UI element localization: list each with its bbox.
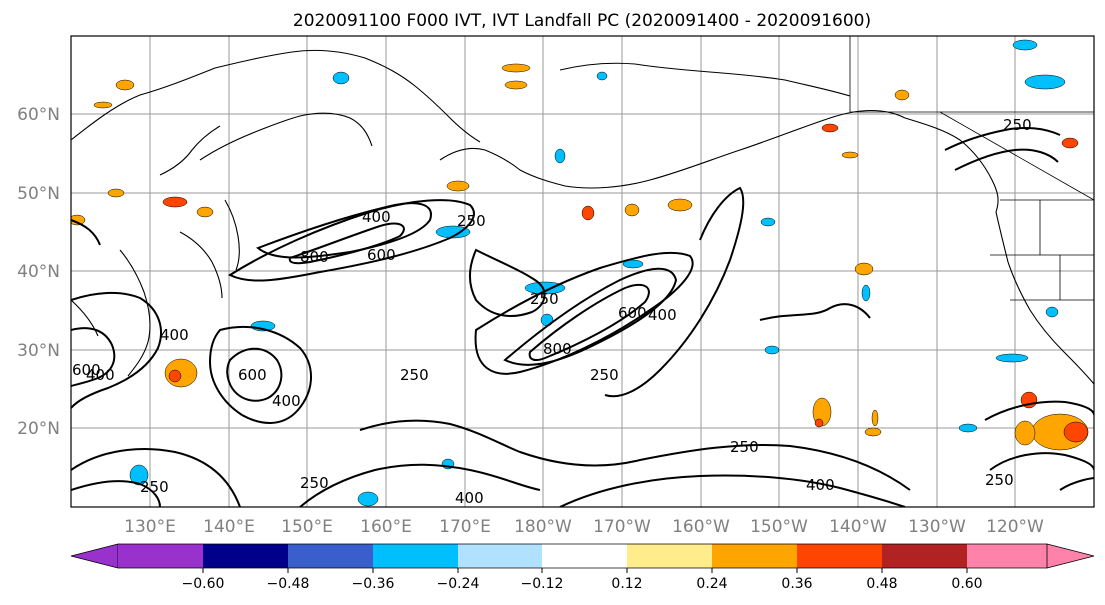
colorbar-ticks: [202, 568, 968, 573]
colorbar-segment: [288, 544, 373, 568]
lon-label: 140°W: [829, 517, 887, 537]
colorbar-tick-labels: −0.60 −0.48 −0.36 −0.24 −0.12 0.12 0.24 …: [182, 576, 983, 592]
lat-label: 50°N: [17, 184, 60, 204]
colorbar-segment: [967, 544, 1047, 568]
contour-label: 600: [618, 304, 647, 322]
colorbar-segment: [797, 544, 882, 568]
colorbar-segment: [882, 544, 967, 568]
colorbar-extend-left: [70, 543, 119, 569]
lat-label: 40°N: [17, 262, 60, 282]
colorbar-tick-label: −0.12: [521, 576, 564, 592]
contour-label: 250: [140, 478, 169, 496]
contour-label: 250: [400, 366, 429, 384]
map-panel: 800 600 400 250 800 600 400 250 250 600 …: [71, 36, 1094, 507]
contour-label: 400: [86, 366, 115, 384]
lon-label: 160°W: [672, 517, 730, 537]
contour-label: 400: [648, 306, 677, 324]
colorbar-tick-label: 0.48: [866, 576, 897, 592]
contour-label: 600: [238, 366, 267, 384]
lon-label: 120°W: [986, 517, 1044, 537]
contour-label: 400: [272, 392, 301, 410]
contour-label: 250: [300, 474, 329, 492]
colorbar-segment: [458, 544, 542, 568]
contour-label: 600: [72, 361, 101, 379]
latitude-labels: 60°N 50°N 40°N 30°N 20°N: [17, 105, 60, 439]
colorbar-segment: [627, 544, 712, 568]
lat-label: 20°N: [17, 419, 60, 439]
colorbar: −0.60 −0.48 −0.36 −0.24 −0.12 0.12 0.24 …: [70, 543, 1095, 592]
contour-label: 250: [1003, 116, 1032, 134]
boundaries: [849, 36, 1094, 301]
contour-label: 250: [457, 212, 486, 230]
contour-label: 400: [160, 326, 189, 344]
lon-label: 130°W: [908, 517, 966, 537]
colorbar-segment: [373, 544, 458, 568]
figure-title: 2020091100 F000 IVT, IVT Landfall PC (20…: [293, 11, 871, 31]
lon-label: 160°E: [360, 517, 412, 537]
contour-label: 800: [300, 248, 329, 266]
contour-label: 250: [985, 471, 1014, 489]
colorbar-tick-label: −0.24: [437, 576, 480, 592]
map-frame: [70, 35, 1095, 508]
coastlines: [71, 49, 1094, 385]
lon-label: 130°E: [124, 517, 176, 537]
colorbar-extend-right: [1046, 543, 1095, 569]
lat-label: 60°N: [17, 105, 60, 125]
colorbar-tick-label: 0.60: [951, 576, 982, 592]
colorbar-tick-label: 0.36: [781, 576, 812, 592]
colorbar-segment: [118, 544, 203, 568]
contour-label: 800: [543, 340, 572, 358]
contour-label: 400: [806, 476, 835, 494]
colorbar-tick-label: −0.60: [182, 576, 225, 592]
lon-label: 170°E: [439, 517, 491, 537]
colorbar-segment: [203, 544, 288, 568]
lat-label: 30°N: [17, 341, 60, 361]
colorbar-segment: [542, 544, 627, 568]
longitude-labels: 130°E 140°E 150°E 160°E 170°E 180°W 170°…: [124, 517, 1044, 537]
contour-label: 600: [367, 246, 396, 264]
contour-label: 250: [730, 438, 759, 456]
lon-label: 140°E: [203, 517, 255, 537]
contour-label: 250: [530, 290, 559, 308]
contour-label: 250: [590, 366, 619, 384]
lon-label: 150°W: [750, 517, 808, 537]
contour-label: 400: [455, 489, 484, 507]
colorbar-segment: [712, 544, 797, 568]
colorbar-tick-label: −0.48: [267, 576, 310, 592]
lon-label: 150°E: [281, 517, 333, 537]
colorbar-tick-label: 0.12: [611, 576, 642, 592]
contour-label: 400: [362, 208, 391, 226]
contour-labels: 800 600 400 250 800 600 400 250 250 600 …: [72, 116, 1032, 507]
colorbar-tick-label: 0.24: [696, 576, 727, 592]
lon-label: 180°W: [514, 517, 572, 537]
colorbar-tick-label: −0.36: [352, 576, 395, 592]
lon-label: 170°W: [593, 517, 651, 537]
